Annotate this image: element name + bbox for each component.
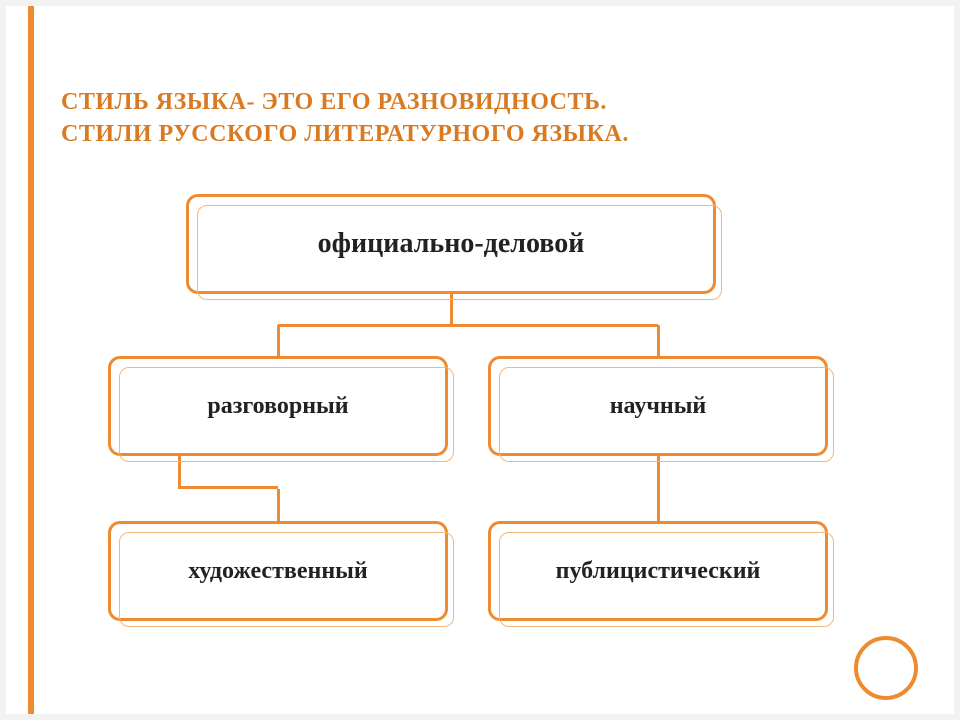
hierarchy-diagram: официально-деловой разговорный научный х… [86, 186, 866, 656]
node-label: научный [602, 393, 715, 420]
connector [450, 294, 453, 325]
node-label: художественный [180, 558, 375, 585]
node-right: научный [488, 356, 828, 456]
title-line-1: СТИЛЬ ЯЗЫКА- ЭТО ЕГО РАЗНОВИДНОСТЬ. [61, 86, 821, 118]
accent-bar-left [28, 6, 34, 714]
connector [657, 456, 660, 521]
page-title: СТИЛЬ ЯЗЫКА- ЭТО ЕГО РАЗНОВИДНОСТЬ. СТИЛ… [61, 86, 821, 151]
connector [278, 324, 658, 327]
connector [277, 489, 280, 522]
node-left: разговорный [108, 356, 448, 456]
slide: СТИЛЬ ЯЗЫКА- ЭТО ЕГО РАЗНОВИДНОСТЬ. СТИЛ… [6, 6, 954, 714]
connector [277, 325, 280, 356]
node-label: официально-деловой [310, 228, 593, 260]
node-right-leaf: публицистический [488, 521, 828, 621]
title-line-2: СТИЛИ РУССКОГО ЛИТЕРАТУРНОГО ЯЗЫКА. [61, 118, 821, 150]
node-label: публицистический [548, 558, 769, 585]
node-label: разговорный [199, 393, 356, 420]
node-left-leaf: художественный [108, 521, 448, 621]
connector [178, 456, 278, 489]
node-root: официально-деловой [186, 194, 716, 294]
connector [657, 325, 660, 356]
